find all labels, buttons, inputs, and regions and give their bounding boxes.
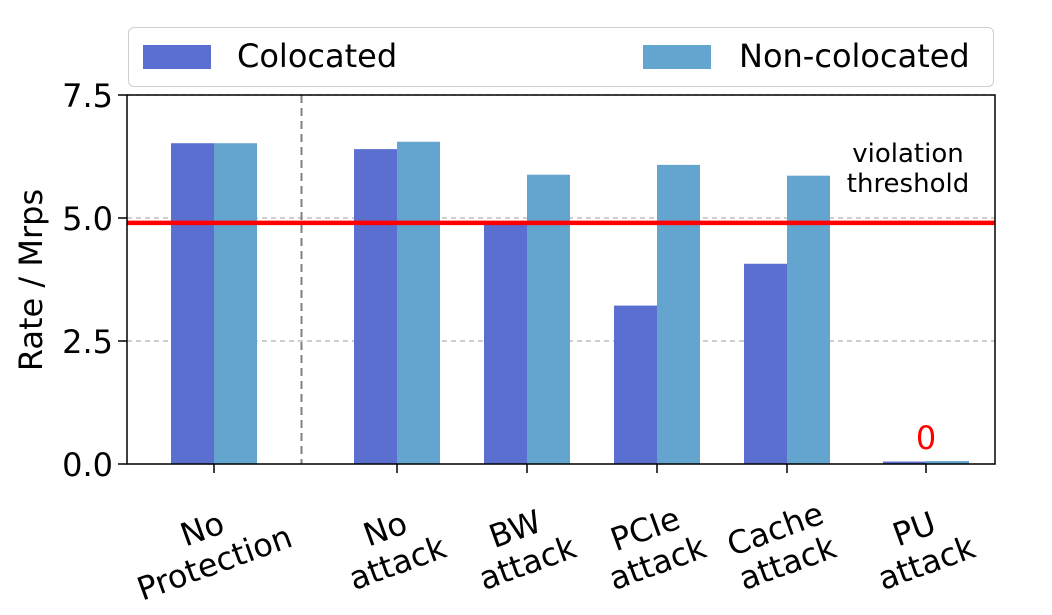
plot-frame xyxy=(126,94,996,465)
x-tick-label: Noattack xyxy=(331,494,451,598)
threshold-label: violation threshold xyxy=(847,139,969,199)
overlay: violation threshold 0 xyxy=(127,95,995,464)
bar-non-colocated xyxy=(657,164,700,464)
bar-colocated xyxy=(354,149,397,464)
x-tick-label: NoProtection xyxy=(120,483,297,608)
legend-label-colocated: Colocated xyxy=(237,37,398,75)
legend: Colocated Non-colocated xyxy=(128,27,994,87)
x-tick-label: PUattack xyxy=(860,494,980,598)
y-axis-label: Rate / Mrps xyxy=(12,189,50,371)
zero-annotation: 0 xyxy=(916,419,936,457)
bar-non-colocated xyxy=(926,461,969,464)
legend-swatch-colocated xyxy=(143,45,211,69)
bar-colocated xyxy=(744,263,787,464)
legend-swatch-non-colocated xyxy=(643,45,711,69)
bar-non-colocated xyxy=(214,143,257,464)
x-tick-label: PCIeattack xyxy=(591,494,711,598)
bar-colocated xyxy=(614,305,657,464)
x-tick-label: BWattack xyxy=(461,494,581,598)
bar-non-colocated xyxy=(787,175,830,465)
y-tick-label: 7.5 xyxy=(62,77,113,115)
x-tick-label: Cacheattack xyxy=(721,494,841,598)
y-tick-label: 0.0 xyxy=(62,446,113,484)
legend-label-non-colocated: Non-colocated xyxy=(739,37,970,75)
bar-colocated xyxy=(171,143,214,464)
bars xyxy=(171,141,969,465)
bar-colocated xyxy=(484,223,527,464)
bar-non-colocated xyxy=(527,174,570,465)
bar-colocated xyxy=(883,461,926,464)
y-tick-label: 2.5 xyxy=(62,323,113,361)
x-axis: NoProtection Noattack BWattack PCIeattack Ca… xyxy=(120,464,981,608)
y-axis: 0.0 2.5 5.0 7.5 xyxy=(62,77,127,484)
y-tick-label: 5.0 xyxy=(62,200,113,238)
bar-non-colocated xyxy=(397,141,440,465)
